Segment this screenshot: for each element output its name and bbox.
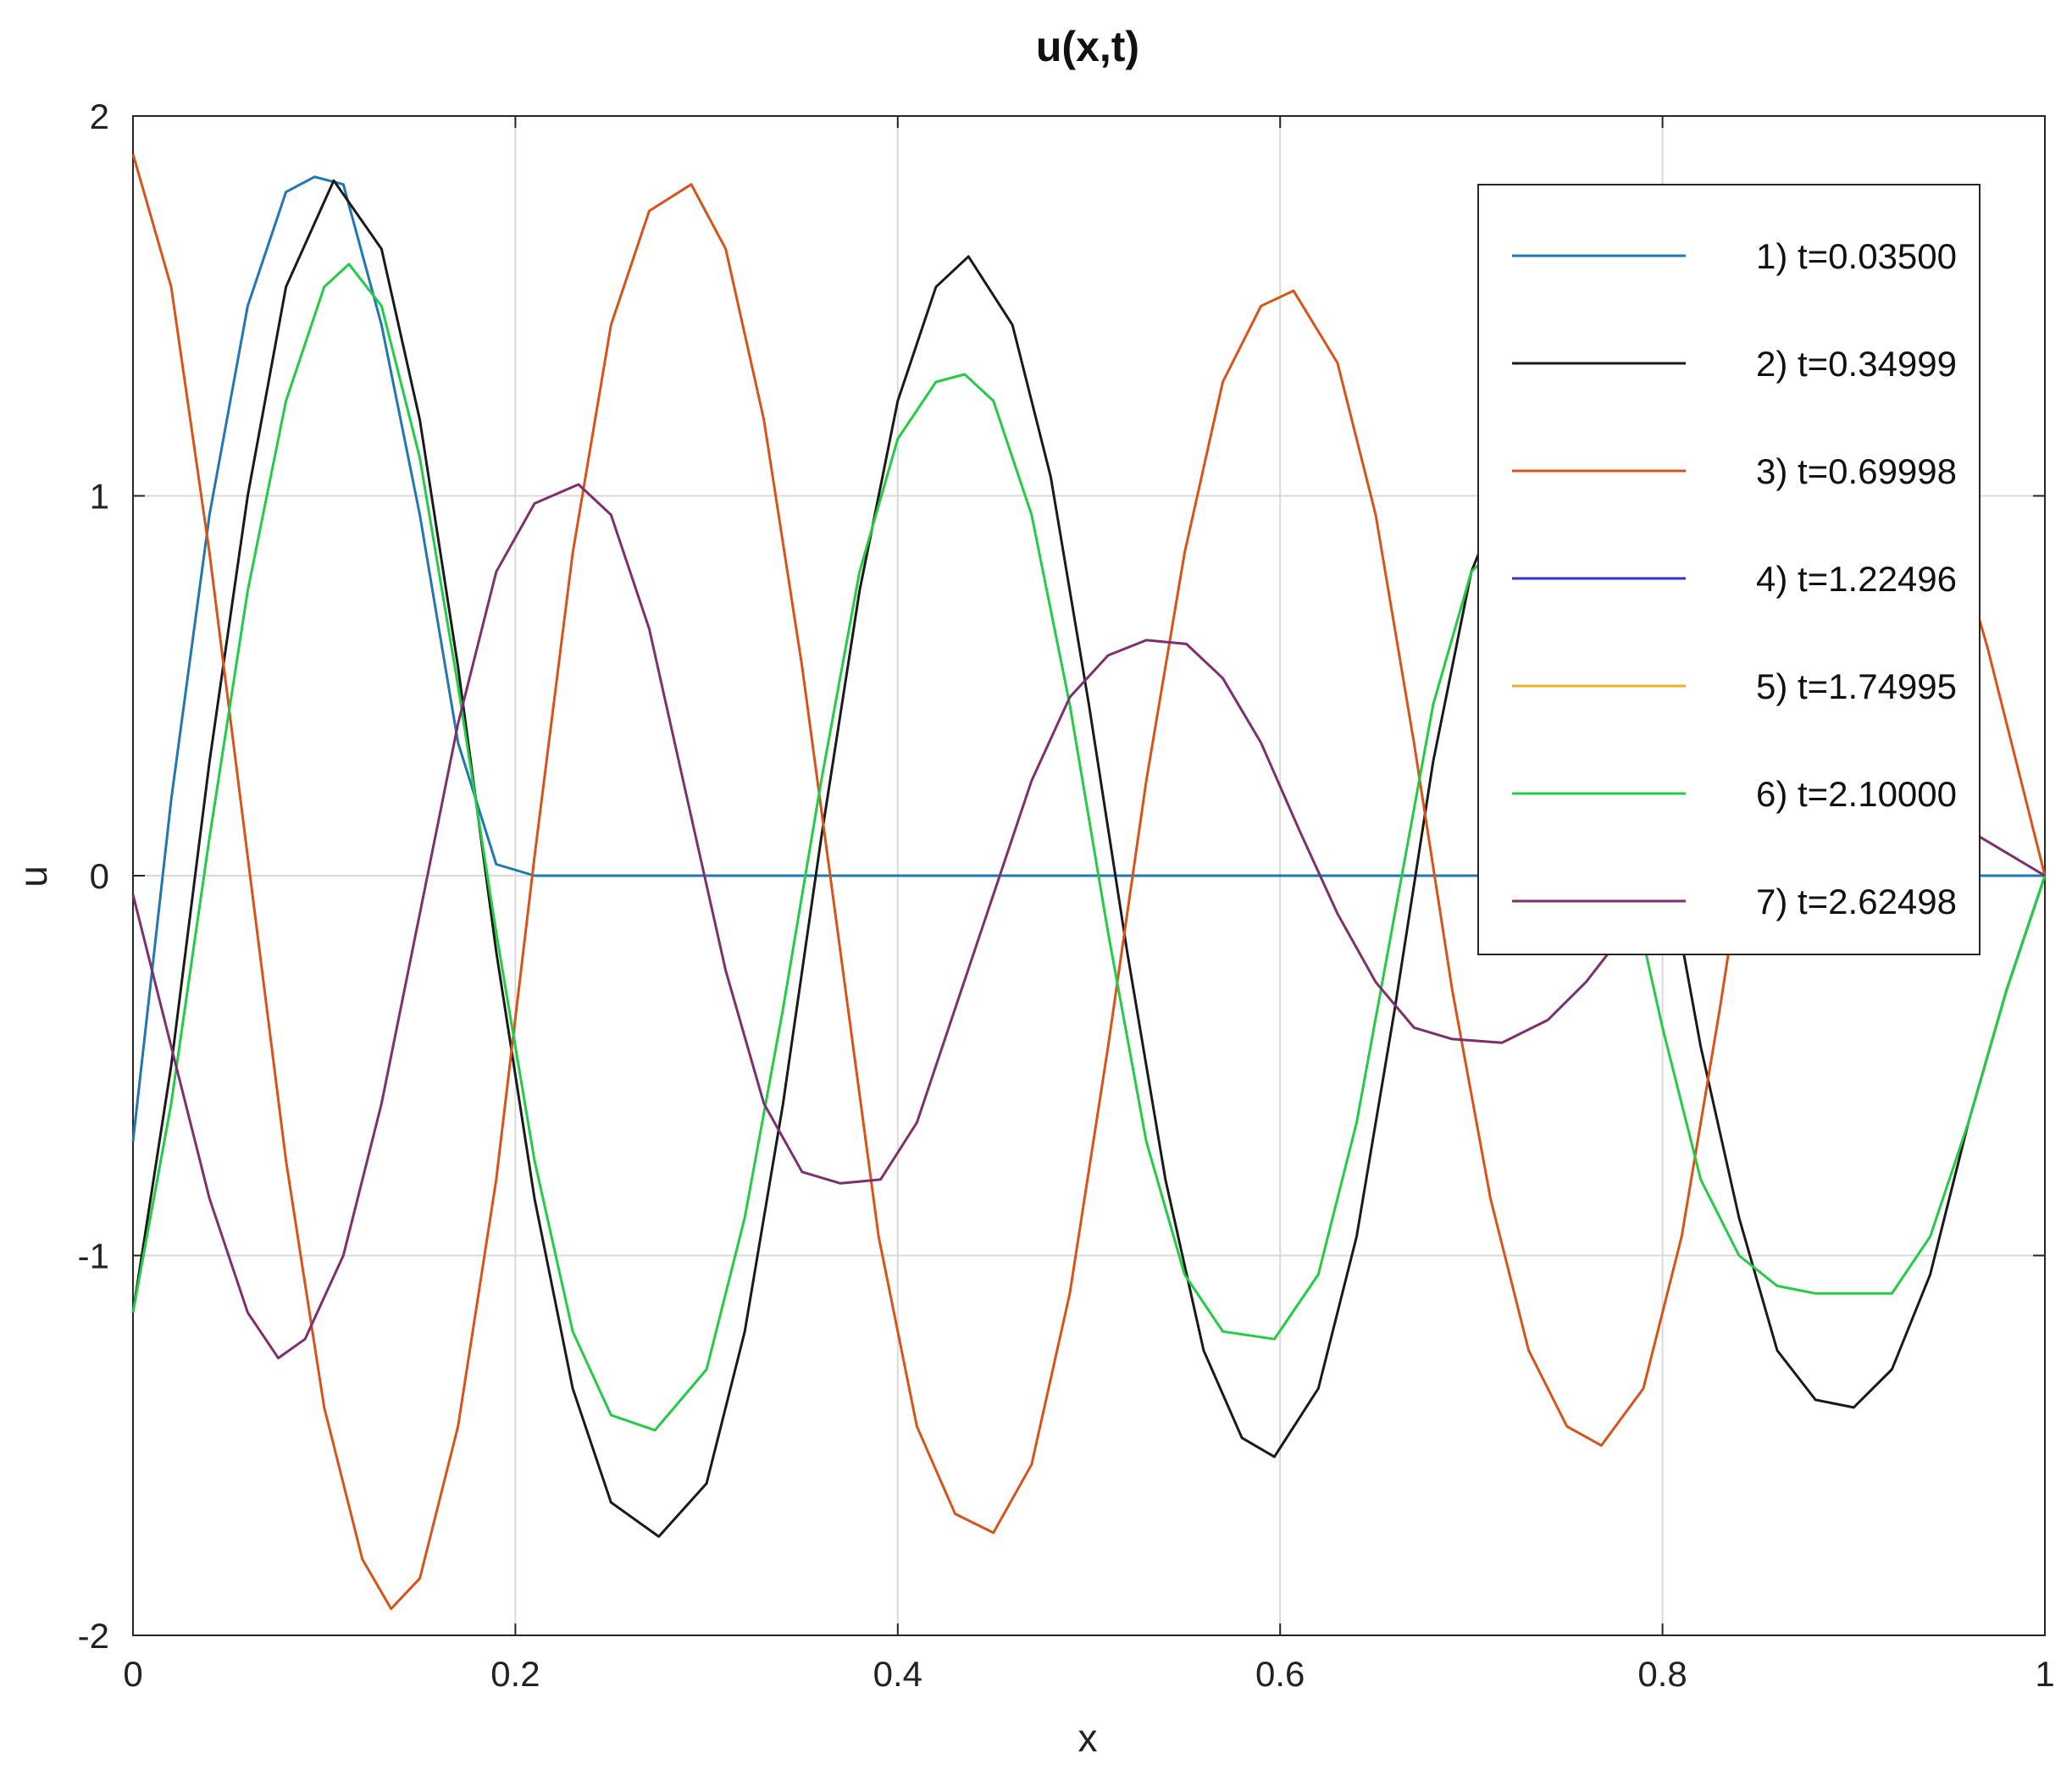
y-axis-label: u xyxy=(11,866,55,888)
y-tick-label: 2 xyxy=(90,97,109,136)
legend-label: 3) t=0.69998 xyxy=(1756,451,1957,491)
series-line-6 xyxy=(131,263,2047,1432)
x-tick-label: 0.6 xyxy=(1255,1654,1305,1694)
x-tick-label: 1 xyxy=(2035,1654,2054,1694)
series-line-3 xyxy=(131,153,2047,1611)
x-tick-label: 0.2 xyxy=(490,1654,540,1694)
x-axis-label: x xyxy=(1078,1716,1098,1760)
legend-label: 5) t=1.74995 xyxy=(1756,667,1957,706)
axis-ticks xyxy=(132,115,2046,1636)
x-tick-label: 0 xyxy=(123,1654,142,1694)
y-tick-label: 0 xyxy=(90,856,109,896)
series-line-2 xyxy=(131,179,2047,1538)
x-tick-label: 0.4 xyxy=(873,1654,922,1694)
legend-box xyxy=(1477,184,1981,955)
legend-label: 7) t=2.62498 xyxy=(1756,882,1957,921)
y-tick-labels: -2 -1 0 1 2 xyxy=(78,97,109,1656)
legend-label: 2) t=0.34999 xyxy=(1756,344,1957,384)
legend: 1) t=0.03500 2) t=0.34999 3) t=0.69998 4) t… xyxy=(1477,184,1981,955)
x-tick-label: 0.8 xyxy=(1637,1654,1687,1694)
y-tick-label: -2 xyxy=(78,1616,109,1656)
legend-label: 4) t=1.22496 xyxy=(1756,559,1957,599)
y-tick-label: 1 xyxy=(90,477,109,517)
x-tick-labels: 0 0.2 0.4 0.6 0.8 1 xyxy=(123,1654,2054,1694)
series-line-1 xyxy=(131,175,2045,1142)
y-tick-label: -1 xyxy=(78,1236,109,1276)
legend-label: 1) t=0.03500 xyxy=(1756,236,1957,276)
legend-label: 6) t=2.10000 xyxy=(1756,774,1957,814)
chart-title: u(x,t) xyxy=(1036,23,1139,70)
